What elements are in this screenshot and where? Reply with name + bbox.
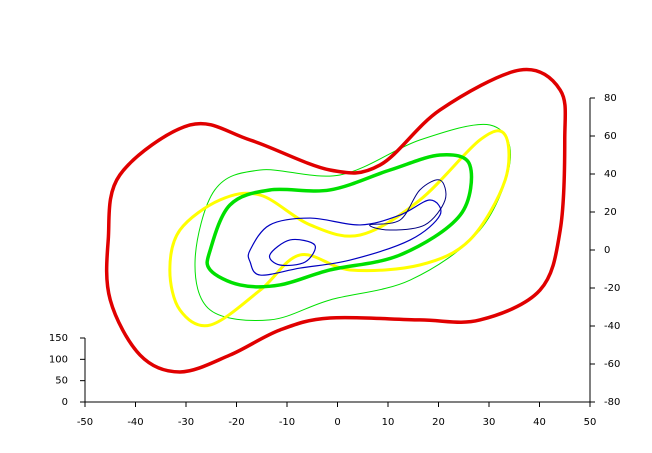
x-tick-label: -50 (77, 417, 93, 428)
trajectory (194, 123, 511, 321)
x-tick-label: -40 (127, 417, 143, 428)
x-tick-label: 20 (432, 417, 445, 428)
y-tick-label: -40 (604, 321, 620, 332)
z-tick-label: 0 (62, 397, 68, 408)
trajectory (168, 129, 511, 328)
z-tick-label: 100 (49, 354, 68, 365)
x-tick-label: 50 (584, 417, 597, 428)
x-tick-label: 0 (334, 417, 340, 428)
y-tick-label: -20 (604, 283, 620, 294)
z-tick-label: 150 (49, 333, 68, 344)
trajectory (369, 179, 447, 231)
trajectory (104, 67, 568, 374)
z-tick-label: 50 (55, 376, 68, 387)
x-tick-label: -10 (279, 417, 295, 428)
y-tick-label: 40 (604, 169, 617, 180)
y-tick-label: -60 (604, 359, 620, 370)
y-tick-label: 80 (604, 93, 617, 104)
y-tick-label: 20 (604, 207, 617, 218)
trajectory (247, 199, 442, 276)
x-tick-label: 10 (382, 417, 395, 428)
trajectory (268, 238, 316, 267)
x-tick-label: 40 (533, 417, 546, 428)
x-tick-label: 30 (483, 417, 496, 428)
trajectory (205, 153, 474, 289)
x-tick-label: -30 (178, 417, 194, 428)
x-tick-label: -20 (228, 417, 244, 428)
y-tick-label: -80 (604, 397, 620, 408)
y-tick-label: 60 (604, 131, 617, 142)
y-tick-label: 0 (604, 245, 610, 256)
